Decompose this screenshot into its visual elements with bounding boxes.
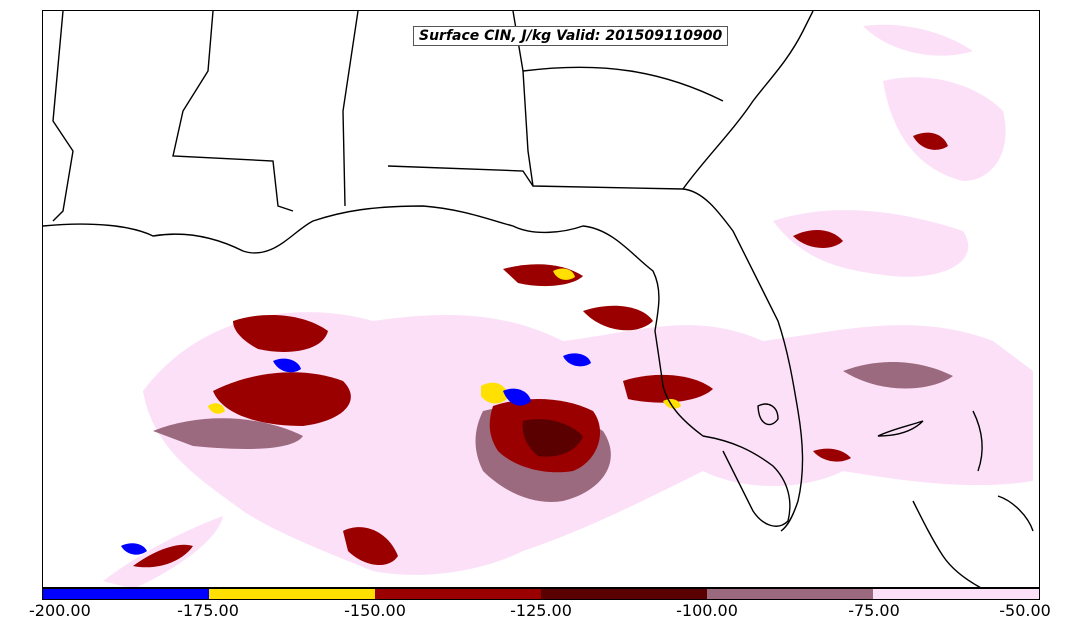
cin-region-yellow (481, 382, 509, 404)
cin-region-red-e3 (623, 374, 713, 403)
cin-region-light-pink-top (863, 24, 973, 56)
state-border-ga-fl (387, 165, 684, 190)
coastline-gulf (43, 205, 791, 527)
cin-region-red-e2 (913, 132, 948, 150)
colorbar-segment-mauve (707, 589, 873, 599)
cin-region-light-pink-ne (883, 77, 1006, 181)
map-panel: Surface CIN, J/kg Valid: 201509110900 (42, 10, 1040, 588)
island-east-1 (972, 410, 983, 472)
cin-region-mauve-w (153, 418, 303, 449)
state-border-al-ga (342, 11, 359, 207)
state-border-ms-al (172, 11, 294, 212)
cin-region-yellow-3 (208, 403, 225, 414)
colorbar-segment-dark-red (541, 589, 707, 599)
cin-region-red-mid (583, 305, 653, 331)
colorbar-tick: -150.00 (344, 601, 406, 620)
cin-region-red-s (343, 527, 398, 566)
map-canvas (43, 11, 1034, 587)
colorbar (42, 588, 1040, 600)
cin-region-red-e1 (793, 229, 843, 248)
cin-region-red-se (813, 448, 851, 462)
coastline-atlantic (682, 11, 814, 190)
cin-region-blue (503, 388, 531, 406)
cin-region-red-w (213, 372, 351, 426)
cin-region-red-sw (133, 544, 193, 568)
cin-region-dark-red-central (522, 419, 583, 457)
map-title: Surface CIN, J/kg Valid: 201509110900 (413, 26, 729, 46)
colorbar-tick: -175.00 (177, 601, 239, 620)
lake-okeechobee (757, 403, 779, 426)
state-border-nc (522, 66, 724, 102)
cin-region-light-pink-e (773, 210, 969, 277)
cin-region-blue-4 (121, 543, 147, 555)
colorbar-segment-red (375, 589, 541, 599)
colorbar-tick: -200.00 (29, 601, 91, 620)
cuba-coast (912, 500, 981, 587)
colorbar-segment-light-pink (873, 589, 1039, 599)
cin-shading-layer (103, 24, 1033, 587)
coastline-florida-east (682, 188, 804, 532)
colorbar-tick-labels: -200.00 -175.00 -150.00 -125.00 -100.00 … (0, 601, 1076, 625)
colorbar-segment-blue (43, 589, 209, 599)
state-border-la-ms (52, 11, 74, 222)
bahamas-island (877, 420, 924, 437)
cin-region-mauve-e (843, 361, 953, 389)
cin-region-yellow-2 (553, 268, 575, 280)
colorbar-segment-yellow (209, 589, 375, 599)
colorbar-tick: -125.00 (510, 601, 572, 620)
cin-region-yellow-4 (663, 398, 681, 409)
cin-region-blue-3 (273, 358, 301, 373)
colorbar-tick: -100.00 (676, 601, 738, 620)
cin-region-blue-2 (563, 353, 591, 367)
colorbar-tick: -50.00 (999, 601, 1051, 620)
colorbar-tick: -75.00 (848, 601, 900, 620)
island-east-2 (997, 495, 1034, 532)
cin-region-red-nw (233, 315, 328, 352)
